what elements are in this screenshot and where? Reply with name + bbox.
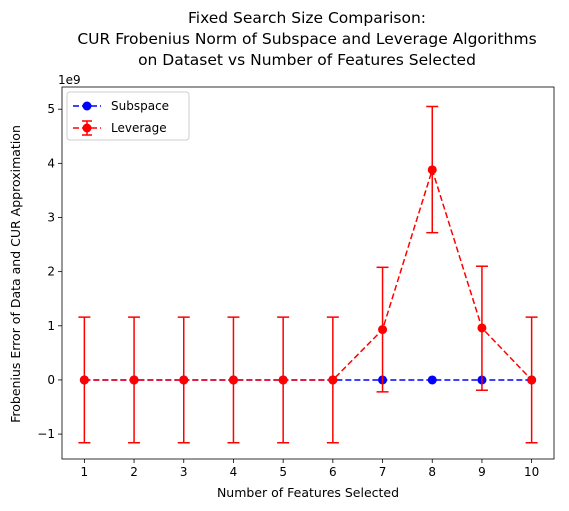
x-tick-label: 9 bbox=[478, 465, 486, 479]
y-tick-label: 0 bbox=[47, 373, 55, 387]
x-tick-label: 4 bbox=[230, 465, 238, 479]
y-axis-label: Frobenius Error of Data and CUR Approxim… bbox=[8, 125, 23, 423]
legend-box bbox=[66, 91, 190, 141]
x-tick-label: 1 bbox=[81, 465, 89, 479]
series-line bbox=[84, 167, 533, 381]
x-tick-label: 10 bbox=[524, 465, 539, 479]
data-point bbox=[477, 323, 487, 333]
y-tick-label: 3 bbox=[47, 210, 55, 224]
chart-title-line-2: CUR Frobenius Norm of Subspace and Lever… bbox=[77, 30, 536, 48]
series-leverage bbox=[78, 105, 538, 444]
data-point bbox=[79, 375, 89, 385]
data-point bbox=[228, 375, 238, 385]
data-point bbox=[427, 165, 437, 175]
chart-title: Fixed Search Size Comparison: CUR Froben… bbox=[77, 9, 536, 69]
legend-entry-subspace: Subspace bbox=[73, 99, 169, 113]
legend-label: Leverage bbox=[111, 121, 167, 135]
data-point bbox=[129, 375, 139, 385]
legend-label: Subspace bbox=[111, 99, 169, 113]
data-point bbox=[328, 375, 338, 385]
chart-title-line-3: on Dataset vs Number of Features Selecte… bbox=[138, 51, 476, 69]
legend-marker bbox=[82, 101, 92, 111]
plot-frame bbox=[61, 86, 555, 460]
y-tick-label: −1 bbox=[37, 427, 55, 441]
data-point bbox=[179, 375, 189, 385]
data-point bbox=[527, 375, 537, 385]
legend-entry-leverage: Leverage bbox=[73, 120, 167, 136]
x-tick-label: 8 bbox=[428, 465, 436, 479]
legend: Subspace Leverage bbox=[66, 91, 190, 141]
data-point bbox=[278, 375, 288, 385]
x-tick-label: 2 bbox=[130, 465, 138, 479]
y-tick-label: 2 bbox=[47, 265, 55, 279]
y-tick-label: 1 bbox=[47, 319, 55, 333]
x-axis-label: Number of Features Selected bbox=[217, 485, 399, 500]
data-point bbox=[378, 325, 388, 335]
y-scale-label: 1e9 bbox=[58, 73, 81, 87]
data-point bbox=[427, 375, 437, 385]
y-tick-label: 4 bbox=[47, 156, 55, 170]
x-tick-label: 3 bbox=[180, 465, 188, 479]
y-tick-label: 5 bbox=[47, 102, 55, 116]
legend-marker bbox=[82, 123, 92, 133]
x-tick-label: 6 bbox=[329, 465, 337, 479]
plot-area: 1 2 3 4 5 6 7 8 9 10 −1 0 1 2 3 4 5 bbox=[37, 86, 555, 479]
chart-title-line-1: Fixed Search Size Comparison: bbox=[188, 9, 426, 27]
x-tick-label: 5 bbox=[279, 465, 287, 479]
x-tick-label: 7 bbox=[379, 465, 387, 479]
